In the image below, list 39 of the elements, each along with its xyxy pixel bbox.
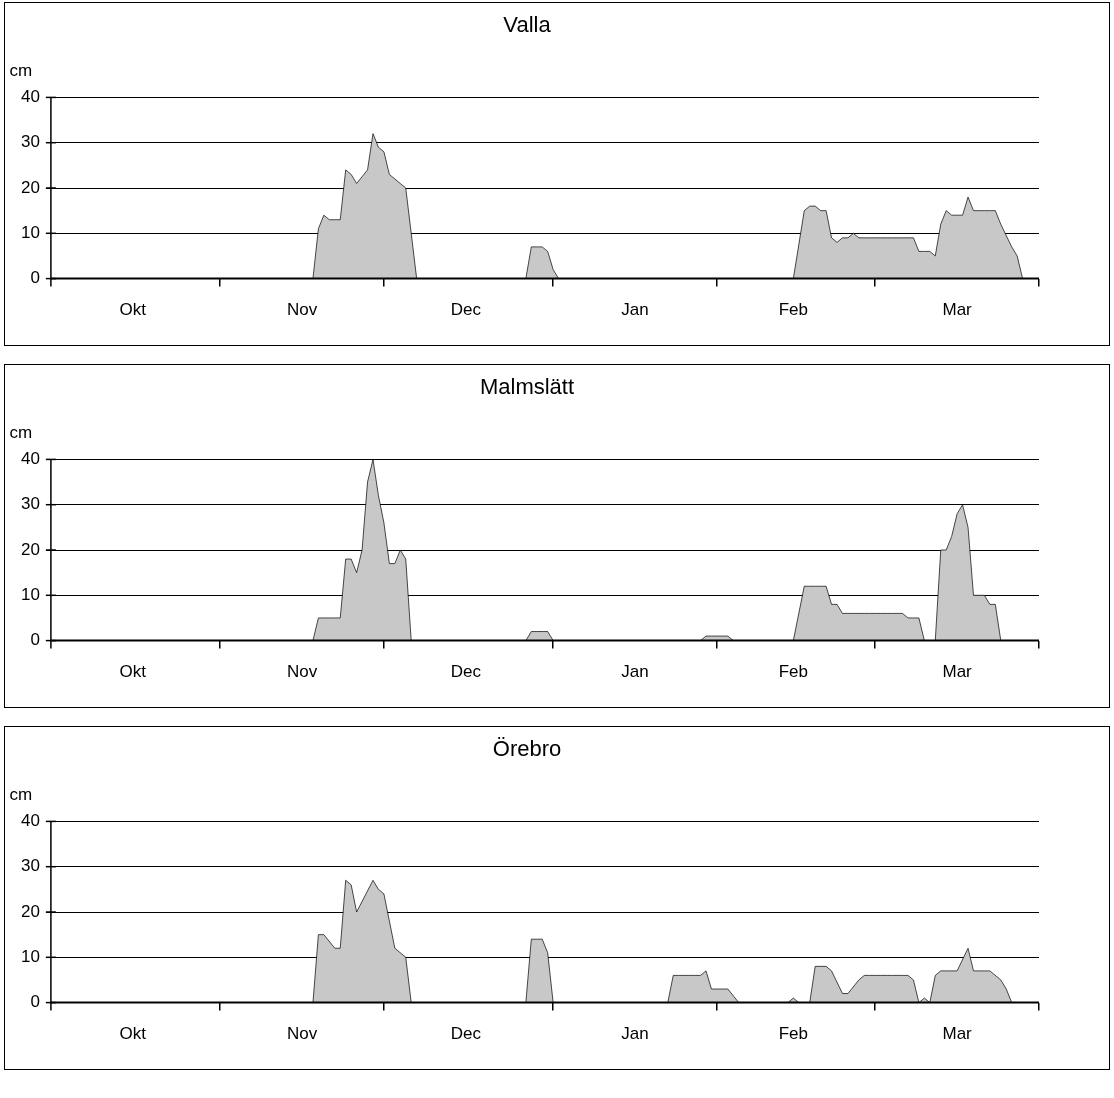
- chart-title: Malmslätt: [479, 374, 575, 400]
- y-tick-label: 30: [20, 494, 40, 514]
- x-tick-label: Okt: [119, 1024, 147, 1044]
- x-tick-label: Okt: [119, 300, 147, 320]
- x-tick-label: Feb: [778, 662, 808, 682]
- y-axis-title: cm: [9, 784, 33, 804]
- y-tick-label: 10: [20, 584, 40, 604]
- y-tick-label: 40: [20, 449, 40, 469]
- x-tick-label: Jan: [621, 1024, 649, 1044]
- x-tick-label: Feb: [778, 300, 808, 320]
- y-tick-label: 10: [20, 946, 40, 966]
- y-tick-label: 0: [30, 630, 40, 650]
- y-tick-label: 0: [30, 992, 40, 1012]
- x-tick-label: Feb: [778, 1024, 808, 1044]
- x-tick-label: Jan: [621, 300, 649, 320]
- chart-title: Örebro: [492, 736, 562, 762]
- y-tick-label: 10: [20, 222, 40, 242]
- y-tick-label: 40: [20, 87, 40, 107]
- x-tick-label: Nov: [286, 300, 318, 320]
- y-tick-label: 30: [20, 856, 40, 876]
- x-tick-label: Okt: [119, 662, 147, 682]
- x-tick-label: Mar: [942, 300, 973, 320]
- y-tick-label: 30: [20, 132, 40, 152]
- x-tick-label: Dec: [450, 300, 482, 320]
- x-tick-label: Dec: [450, 1024, 482, 1044]
- y-tick-label: 20: [20, 177, 40, 197]
- y-axis-title: cm: [9, 60, 33, 80]
- y-tick-label: 20: [20, 539, 40, 559]
- chart-title: Valla: [503, 12, 552, 38]
- x-tick-label: Nov: [286, 662, 318, 682]
- y-tick-label: 40: [20, 811, 40, 831]
- y-axis-title: cm: [9, 422, 33, 442]
- x-tick-label: Mar: [942, 662, 973, 682]
- y-tick-label: 0: [30, 268, 40, 288]
- x-tick-label: Dec: [450, 662, 482, 682]
- x-tick-label: Nov: [286, 1024, 318, 1044]
- x-tick-label: Jan: [621, 662, 649, 682]
- x-tick-label: Mar: [942, 1024, 973, 1044]
- y-tick-label: 20: [20, 901, 40, 921]
